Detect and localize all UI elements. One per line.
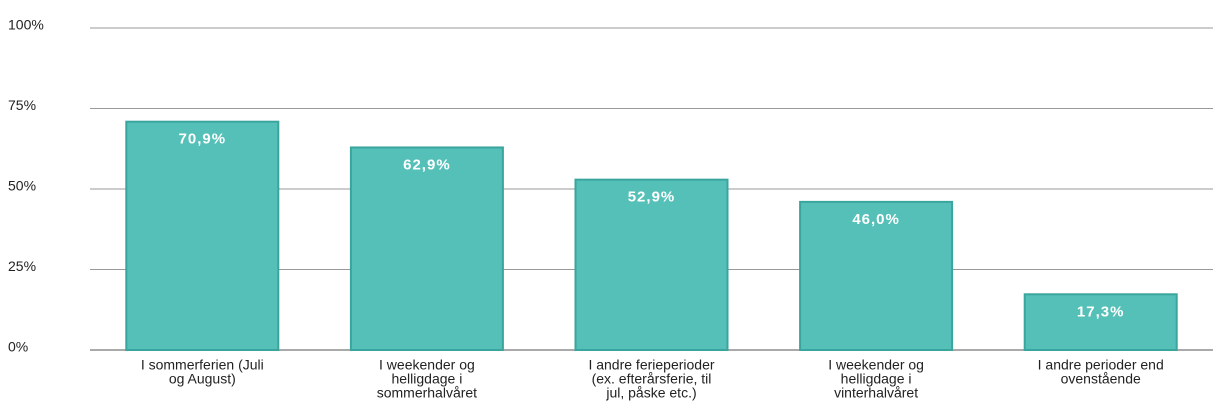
x-tick-label: I weekender og <box>828 357 924 373</box>
bar <box>799 200 954 351</box>
x-tick-label: sommerhalvåret <box>377 385 477 401</box>
y-tick-label: 0% <box>8 339 28 355</box>
y-tick-label: 75% <box>8 97 36 113</box>
x-tick-label: ovenstående <box>1061 371 1141 387</box>
x-tick-label: (ex. efterårsferie, til <box>592 371 712 387</box>
x-tick-label: og August) <box>169 371 236 387</box>
value-label: 62,9% <box>403 156 451 173</box>
x-tick-label: jul, påske etc.) <box>605 385 696 401</box>
y-tick-label: 100% <box>8 17 44 33</box>
bar <box>125 120 280 352</box>
value-label: 46,0% <box>852 211 900 228</box>
value-label: 70,9% <box>179 131 227 148</box>
value-label: 52,9% <box>628 189 676 206</box>
x-tick-label: I andre ferieperioder <box>588 357 714 373</box>
x-tick-label: vinterhalvåret <box>834 385 918 401</box>
x-tick-label: helligdage i <box>391 371 462 387</box>
y-tick-label: 50% <box>8 178 36 194</box>
x-tick-label: I andre perioder end <box>1038 357 1164 373</box>
x-tick-label: helligdage i <box>841 371 912 387</box>
value-label: 17,3% <box>1077 303 1125 320</box>
bar <box>1023 293 1178 352</box>
bar <box>349 146 504 351</box>
x-tick-label: I sommerferien (Juli <box>141 357 264 373</box>
y-tick-label: 25% <box>8 258 36 274</box>
x-tick-label: I weekender og <box>379 357 475 373</box>
bar <box>574 178 729 351</box>
